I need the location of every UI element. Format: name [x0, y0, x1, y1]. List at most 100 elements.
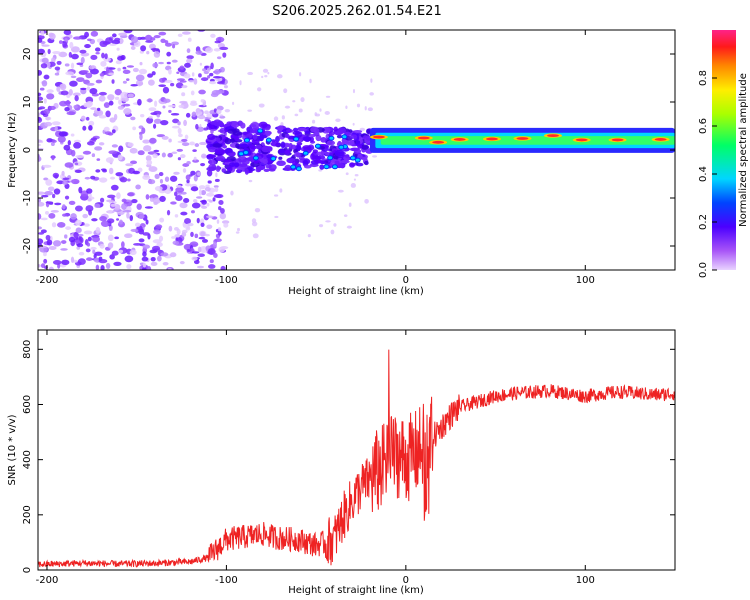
- noise-blob: [160, 119, 169, 126]
- noise-blob: [196, 172, 201, 176]
- noise-blob: [190, 186, 199, 192]
- noise-blob: [239, 80, 242, 86]
- noise-blob: [247, 109, 252, 112]
- noise-blob: [156, 114, 160, 118]
- cluster-blob: [214, 147, 225, 155]
- snr-panel: -200 -100 0 100 0 200 400 600 800 Height of stra…: [7, 329, 676, 596]
- noise-blob: [186, 249, 191, 252]
- noise-blob: [284, 105, 291, 109]
- noise-blob: [150, 261, 158, 267]
- noise-blob: [98, 91, 107, 96]
- noise-blob: [81, 70, 89, 73]
- cluster-blob: [258, 135, 264, 142]
- noise-blob: [192, 159, 200, 163]
- carrier-peak: [432, 140, 445, 144]
- carrier-peak: [372, 135, 385, 139]
- cluster-blob: [280, 141, 286, 149]
- noise-blob: [188, 79, 195, 83]
- noise-blob: [77, 258, 86, 265]
- noise-blob: [160, 252, 169, 257]
- noise-blob: [276, 74, 283, 79]
- noise-blob: [92, 249, 96, 255]
- cluster-blob: [207, 133, 216, 140]
- x-tick-label: 100: [576, 275, 595, 286]
- noise-blob: [108, 167, 114, 175]
- noise-blob: [220, 265, 226, 270]
- noise-blob: [116, 47, 120, 51]
- noise-blob: [39, 87, 45, 91]
- noise-blob: [237, 227, 240, 232]
- noise-blob: [213, 48, 221, 52]
- noise-blob: [118, 32, 127, 37]
- y-tick-label: 0: [22, 567, 33, 573]
- noise-blob: [262, 68, 269, 73]
- noise-blob: [38, 37, 43, 43]
- noise-blob: [123, 30, 133, 34]
- noise-blob: [60, 248, 68, 251]
- noise-blob: [256, 87, 262, 92]
- noise-blob: [115, 172, 124, 177]
- noise-blob: [218, 206, 222, 211]
- noise-blob: [181, 92, 186, 97]
- cluster-hot-spot: [349, 155, 356, 161]
- noise-blob: [179, 65, 185, 70]
- cluster-hot-spot: [323, 164, 330, 170]
- noise-blob: [56, 180, 65, 185]
- noise-blob: [75, 154, 85, 159]
- noise-blob: [219, 46, 229, 51]
- cluster-blob: [338, 127, 346, 134]
- noise-blob: [45, 211, 49, 215]
- noise-blob: [223, 85, 228, 89]
- noise-blob: [38, 139, 43, 143]
- noise-blob: [372, 155, 378, 158]
- noise-blob: [232, 101, 235, 105]
- noise-blob: [140, 114, 145, 118]
- noise-blob: [137, 167, 143, 173]
- noise-blob: [168, 225, 173, 232]
- noise-blob: [145, 155, 152, 162]
- noise-blob: [185, 112, 191, 118]
- noise-blob: [90, 54, 98, 60]
- noise-blob: [38, 154, 41, 162]
- noise-blob: [94, 203, 101, 209]
- noise-blob: [108, 150, 118, 155]
- noise-blob: [110, 203, 117, 207]
- noise-blob: [76, 62, 84, 66]
- noise-blob: [87, 100, 93, 107]
- noise-blob: [210, 62, 214, 70]
- noise-blob: [54, 72, 60, 76]
- noise-blob: [138, 214, 145, 219]
- noise-blob: [196, 196, 203, 199]
- cluster-blob: [227, 152, 236, 157]
- noise-blob: [197, 246, 202, 253]
- noise-blob: [319, 224, 324, 228]
- noise-blob: [96, 109, 104, 117]
- noise-blob: [135, 184, 141, 190]
- noise-blob: [153, 201, 158, 205]
- noise-blob: [214, 178, 220, 182]
- noise-blob: [111, 79, 115, 84]
- noise-blob: [50, 141, 55, 147]
- noise-blob: [354, 174, 359, 177]
- cluster-hot-spot: [243, 137, 250, 143]
- noise-blob: [68, 89, 73, 96]
- cluster-blob: [337, 162, 345, 168]
- noise-blob: [38, 117, 43, 123]
- noise-blob: [82, 125, 87, 131]
- noise-blob: [352, 122, 355, 126]
- noise-blob: [88, 125, 93, 131]
- noise-blob: [194, 143, 200, 148]
- cluster-blob: [349, 162, 356, 168]
- noise-blob: [183, 243, 192, 251]
- noise-blob: [178, 104, 185, 109]
- noise-blob: [68, 236, 76, 243]
- carrier-peak: [485, 137, 498, 141]
- cluster-blob: [313, 127, 320, 134]
- noise-blob: [335, 118, 341, 123]
- cluster-blob: [302, 136, 312, 142]
- y-tick-label: -10: [22, 190, 33, 206]
- noise-blob: [82, 150, 92, 155]
- noise-blob: [325, 95, 331, 98]
- noise-blob: [48, 105, 56, 111]
